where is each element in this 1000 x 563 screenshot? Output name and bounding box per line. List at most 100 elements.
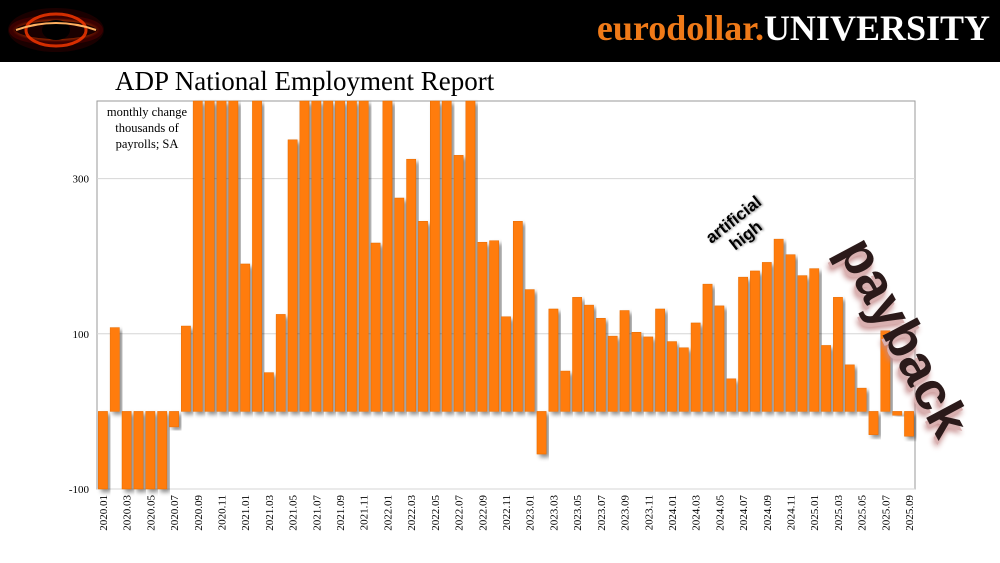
x-tick-label: 2020.03 <box>122 495 134 531</box>
bar-2022.11 <box>501 316 511 412</box>
bar-2020.05 <box>145 411 156 490</box>
bar-2022.10 <box>489 240 500 412</box>
bar-2020.11 <box>216 100 227 412</box>
brand-dot: . <box>754 8 764 48</box>
x-tick-label: 2021.01 <box>240 495 252 531</box>
x-tick-label: 2023.03 <box>548 495 560 531</box>
chart-title: ADP National Employment Report <box>115 66 495 96</box>
y-tick-label: 100 <box>73 329 90 341</box>
bar-2022.03 <box>406 158 417 412</box>
bar-2020.10 <box>204 100 215 412</box>
bar-2025.01 <box>809 268 820 412</box>
bar-2022.09 <box>477 241 488 412</box>
x-tick-label: 2025.03 <box>833 495 845 531</box>
x-tick-label: 2022.05 <box>430 495 442 531</box>
header-bar: eurodollar.UNIVERSITY <box>0 0 1000 62</box>
bar-2021.11 <box>358 100 369 412</box>
bar-2021.10 <box>347 100 357 412</box>
bar-2023.07 <box>595 318 606 412</box>
y-tick-label: -100 <box>69 484 90 496</box>
x-tick-label: 2021.07 <box>311 495 323 531</box>
subtitle-line-2: thousands of <box>115 121 179 135</box>
bar-2025.05 <box>856 387 867 412</box>
brand-title: eurodollar.UNIVERSITY <box>597 6 990 50</box>
x-tick-label: 2024.03 <box>691 495 703 531</box>
bar-2024.09 <box>761 262 772 412</box>
brand-part1: eurodollar <box>596 8 755 48</box>
x-tick-label: 2023.09 <box>620 495 632 531</box>
x-tick-label: 2024.09 <box>762 495 774 531</box>
bar-2021.02 <box>252 100 262 412</box>
bar-2022.06 <box>441 100 452 412</box>
bar-2020.09 <box>192 100 203 412</box>
bar-2023.01 <box>524 289 535 412</box>
bar-2023.06 <box>584 304 594 412</box>
x-tick-label: 2023.01 <box>525 495 537 531</box>
x-tick-label: 2021.03 <box>264 495 276 531</box>
bar-2023.12 <box>655 308 665 412</box>
x-tick-label: 2025.09 <box>904 495 916 531</box>
x-tick-label: 2023.05 <box>572 495 584 531</box>
bar-2021.12 <box>370 242 381 412</box>
bar-2024.12 <box>797 275 808 412</box>
bar-2021.04 <box>275 314 286 412</box>
bar-2022.04 <box>418 221 428 412</box>
x-tick-label: 2022.03 <box>406 495 418 531</box>
x-tick-label: 2020.01 <box>98 495 110 531</box>
bar-2023.10 <box>631 332 642 412</box>
bar-2024.07 <box>738 276 748 412</box>
x-tick-label: 2022.01 <box>382 495 394 531</box>
x-tick-label: 2025.07 <box>880 495 892 531</box>
bar-2021.06 <box>299 100 310 412</box>
bar-2024.06 <box>726 378 737 412</box>
bar-2020.04 <box>133 411 144 490</box>
bar-2021.08 <box>323 100 334 412</box>
bar-2022.08 <box>465 100 476 412</box>
bar-2024.08 <box>750 270 760 412</box>
bar-2025.03 <box>833 297 843 412</box>
x-tick-label: 2022.09 <box>477 495 489 531</box>
bar-2025.04 <box>844 364 855 412</box>
x-tick-label: 2020.07 <box>169 495 181 531</box>
bar-2023.05 <box>572 297 583 412</box>
bar-2023.04 <box>560 370 571 412</box>
x-tick-label: 2024.11 <box>786 495 798 530</box>
bar-2024.02 <box>678 347 689 412</box>
bar-2024.10 <box>773 238 784 412</box>
bar-2022.02 <box>394 197 405 412</box>
bar-2023.08 <box>607 335 618 412</box>
bar-2022.12 <box>512 221 523 412</box>
y-tick-label: 300 <box>73 174 90 186</box>
bar-2020.08 <box>181 325 191 412</box>
bar-2020.07 <box>169 411 179 428</box>
x-tick-label: 2023.11 <box>643 495 655 530</box>
subtitle-line-1: monthly change <box>106 105 188 119</box>
x-tick-label: 2021.09 <box>335 495 347 531</box>
x-tick-label: 2024.01 <box>667 495 679 531</box>
x-tick-label: 2021.11 <box>359 495 371 530</box>
x-tick-label: 2024.07 <box>738 495 750 531</box>
bar-2024.01 <box>667 341 677 412</box>
bar-2025.02 <box>821 345 831 412</box>
bar-2023.03 <box>548 308 559 412</box>
eurodollar-logo <box>8 8 104 52</box>
x-tick-label: 2024.05 <box>714 495 726 531</box>
bar-2021.07 <box>311 100 322 412</box>
bar-2024.11 <box>785 254 796 412</box>
bar-2022.01 <box>382 100 393 412</box>
bar-2023.11 <box>643 336 654 412</box>
bar-2021.09 <box>335 100 345 412</box>
bar-2024.05 <box>714 305 725 412</box>
x-tick-label: 2020.11 <box>217 495 229 530</box>
bar-2020.01 <box>98 411 108 490</box>
x-tick-label: 2022.11 <box>501 495 513 530</box>
bar-2021.05 <box>287 139 298 412</box>
bar-2023.09 <box>619 310 630 412</box>
bar-2021.01 <box>240 263 251 412</box>
chart-subtitle: monthly change thousands of payrolls; SA <box>103 104 191 152</box>
bar-2022.05 <box>430 100 440 412</box>
brand-part2: UNIVERSITY <box>763 8 990 48</box>
x-tick-label: 2021.05 <box>288 495 300 531</box>
subtitle-line-3: payrolls; SA <box>115 137 179 151</box>
